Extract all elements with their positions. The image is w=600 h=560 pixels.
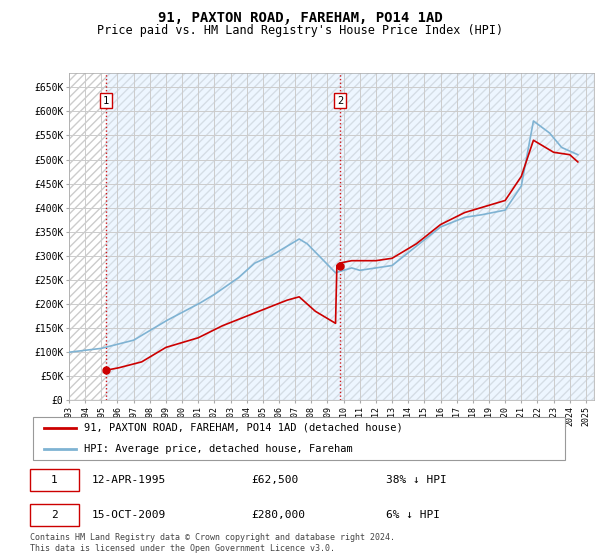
Text: 91, PAXTON ROAD, FAREHAM, PO14 1AD: 91, PAXTON ROAD, FAREHAM, PO14 1AD <box>158 11 442 25</box>
Text: 15-OCT-2009: 15-OCT-2009 <box>92 510 166 520</box>
Text: 38% ↓ HPI: 38% ↓ HPI <box>386 475 447 486</box>
Text: £62,500: £62,500 <box>251 475 299 486</box>
FancyBboxPatch shape <box>33 417 565 460</box>
Text: 2: 2 <box>51 510 58 520</box>
Text: 91, PAXTON ROAD, FAREHAM, PO14 1AD (detached house): 91, PAXTON ROAD, FAREHAM, PO14 1AD (deta… <box>84 423 403 433</box>
Text: 2: 2 <box>337 96 343 106</box>
Text: HPI: Average price, detached house, Fareham: HPI: Average price, detached house, Fare… <box>84 444 353 454</box>
Text: 12-APR-1995: 12-APR-1995 <box>92 475 166 486</box>
Text: Price paid vs. HM Land Registry's House Price Index (HPI): Price paid vs. HM Land Registry's House … <box>97 24 503 36</box>
Text: £280,000: £280,000 <box>251 510 305 520</box>
FancyBboxPatch shape <box>30 504 79 526</box>
Text: 1: 1 <box>103 96 109 106</box>
Text: 6% ↓ HPI: 6% ↓ HPI <box>386 510 440 520</box>
Text: Contains HM Land Registry data © Crown copyright and database right 2024.
This d: Contains HM Land Registry data © Crown c… <box>30 533 395 553</box>
Text: 1: 1 <box>51 475 58 486</box>
FancyBboxPatch shape <box>30 469 79 491</box>
